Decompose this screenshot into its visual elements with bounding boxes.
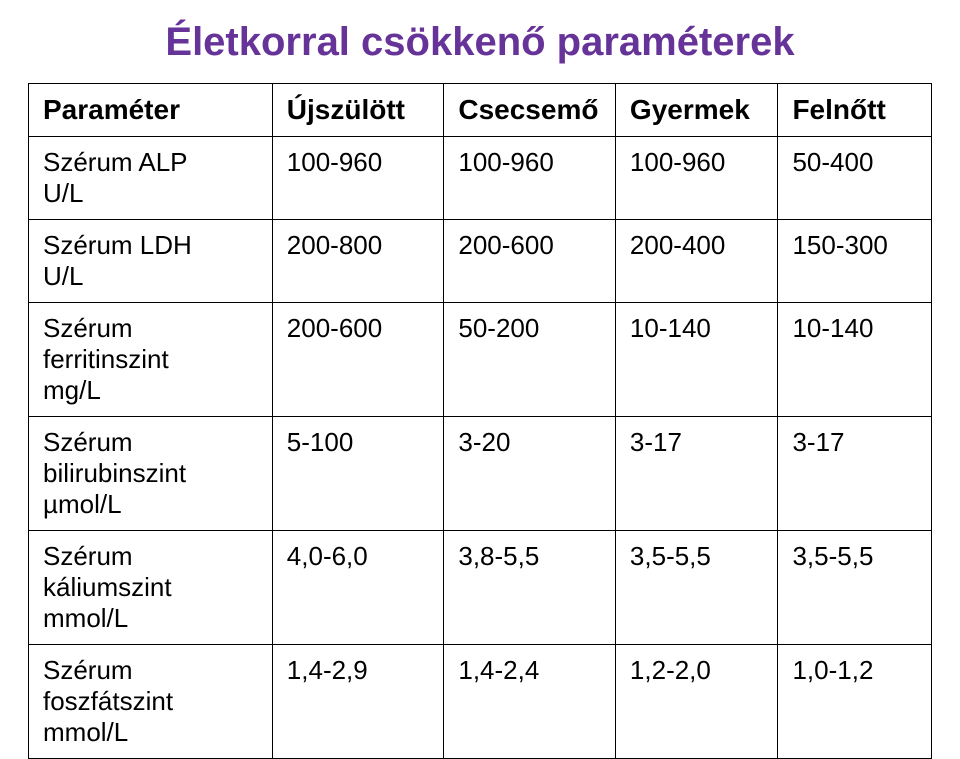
cell: 100-960 — [272, 137, 444, 220]
cell: 100-960 — [615, 137, 778, 220]
cell: 150-300 — [778, 220, 932, 303]
cell: 50-200 — [444, 303, 616, 417]
table-body: Szérum ALP U/L 100-960 100-960 100-960 5… — [29, 137, 932, 759]
row-label: Szérum ALP U/L — [29, 137, 273, 220]
cell: 3-17 — [615, 417, 778, 531]
cell: 100-960 — [444, 137, 616, 220]
col-header: Csecsemő — [444, 84, 616, 137]
table-row: Szérum LDH U/L 200-800 200-600 200-400 1… — [29, 220, 932, 303]
cell: 200-600 — [444, 220, 616, 303]
cell: 3-20 — [444, 417, 616, 531]
cell: 200-400 — [615, 220, 778, 303]
cell: 10-140 — [778, 303, 932, 417]
cell: 5-100 — [272, 417, 444, 531]
row-label: Szérum káliumszint mmol/L — [29, 531, 273, 645]
col-header: Felnőtt — [778, 84, 932, 137]
table-row: Szérum ferritinszint mg/L 200-600 50-200… — [29, 303, 932, 417]
row-label: Szérum bilirubinszint µmol/L — [29, 417, 273, 531]
cell: 3,5-5,5 — [778, 531, 932, 645]
col-header: Paraméter — [29, 84, 273, 137]
page: Életkorral csökkenő paraméterek Paraméte… — [0, 0, 960, 669]
cell: 1,4-2,9 — [272, 645, 444, 759]
row-label: Szérum ferritinszint mg/L — [29, 303, 273, 417]
cell: 1,0-1,2 — [778, 645, 932, 759]
cell: 1,2-2,0 — [615, 645, 778, 759]
table-header-row: Paraméter Újszülött Csecsemő Gyermek Fel… — [29, 84, 932, 137]
col-header: Gyermek — [615, 84, 778, 137]
table-row: Szérum bilirubinszint µmol/L 5-100 3-20 … — [29, 417, 932, 531]
page-title: Életkorral csökkenő paraméterek — [28, 20, 932, 65]
cell: 3,5-5,5 — [615, 531, 778, 645]
cell: 3-17 — [778, 417, 932, 531]
col-header: Újszülött — [272, 84, 444, 137]
data-table: Paraméter Újszülött Csecsemő Gyermek Fel… — [28, 83, 932, 759]
row-label: Szérum foszfátszint mmol/L — [29, 645, 273, 759]
cell: 3,8-5,5 — [444, 531, 616, 645]
table-row: Szérum ALP U/L 100-960 100-960 100-960 5… — [29, 137, 932, 220]
cell: 1,4-2,4 — [444, 645, 616, 759]
table-row: Szérum foszfátszint mmol/L 1,4-2,9 1,4-2… — [29, 645, 932, 759]
cell: 4,0-6,0 — [272, 531, 444, 645]
cell: 50-400 — [778, 137, 932, 220]
table-row: Szérum káliumszint mmol/L 4,0-6,0 3,8-5,… — [29, 531, 932, 645]
row-label: Szérum LDH U/L — [29, 220, 273, 303]
cell: 10-140 — [615, 303, 778, 417]
cell: 200-800 — [272, 220, 444, 303]
cell: 200-600 — [272, 303, 444, 417]
